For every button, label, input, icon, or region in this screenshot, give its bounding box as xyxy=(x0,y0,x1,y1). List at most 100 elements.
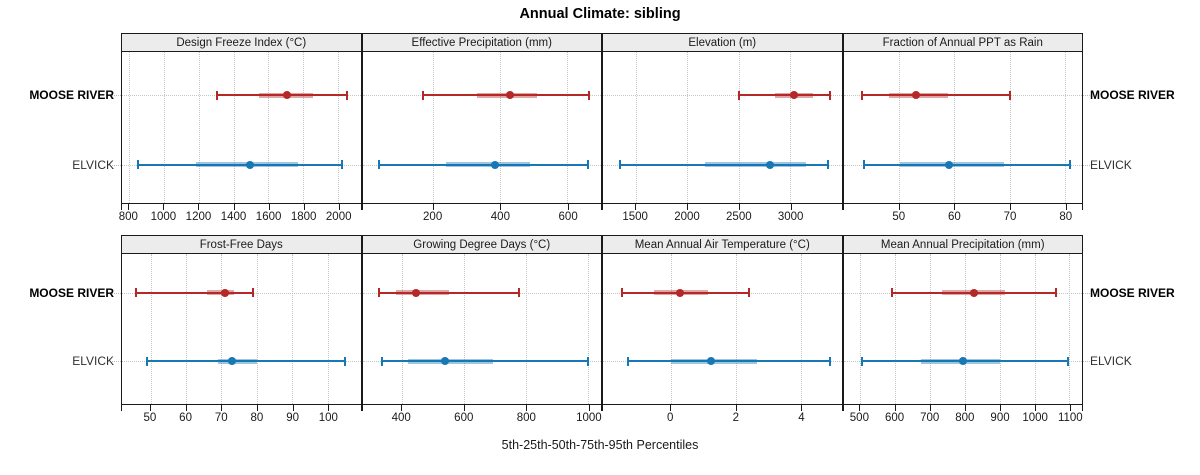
gridline-vertical xyxy=(268,52,270,203)
whisker-cap xyxy=(344,356,347,366)
axis-tick xyxy=(738,204,740,210)
panel-elevation-m xyxy=(602,52,843,204)
panel-row-1: Frost-Free Days Growing Degree Days (°C) M… xyxy=(0,235,1200,432)
panel-row-0: Design Freeze Index (°C) Effective Precip… xyxy=(0,33,1200,235)
whisker-cap xyxy=(381,356,384,366)
axis-tick xyxy=(635,204,637,210)
axis-tick xyxy=(526,405,528,411)
axis-tick xyxy=(1065,204,1067,210)
gridline-vertical xyxy=(433,52,435,203)
x-axis-design-freeze-index-c: 800 1000 1200 1400 1600 1800 2000 xyxy=(119,204,362,235)
axis-tick xyxy=(432,204,434,210)
axis-edge-tick xyxy=(361,405,363,411)
axis-tick-label: 90 xyxy=(286,412,300,424)
axis-tick-label: 600 xyxy=(558,211,578,223)
axis-tick-label: 1000 xyxy=(576,412,602,424)
group-label-moose-river: MOOSE RIVER xyxy=(1090,88,1175,102)
gridline-connector xyxy=(112,293,121,294)
gridline-vertical xyxy=(1064,52,1066,203)
whisker-cap xyxy=(378,160,381,170)
axis-tick-label: 80 xyxy=(1059,211,1073,223)
axis-tick xyxy=(268,204,270,210)
axis-tick xyxy=(670,405,672,411)
gridline-vertical xyxy=(895,254,897,404)
whisker-cap xyxy=(1066,356,1069,366)
interval-5-95-elvick xyxy=(628,360,831,363)
axis-tick-label: 2500 xyxy=(726,211,752,223)
median-dot-elvick xyxy=(246,160,255,169)
axis-tick xyxy=(1000,405,1002,411)
axis-tick-label: 100 xyxy=(318,412,338,424)
axis-tick-label: 1400 xyxy=(220,211,247,223)
axis-edge-tick xyxy=(602,204,603,210)
axis-edge-tick xyxy=(1082,204,1083,210)
panel-design-freeze-index-c xyxy=(121,52,362,204)
whisker-cap xyxy=(588,90,591,100)
panel-mean-annual-air-temperature-c xyxy=(602,254,843,405)
axis-tick xyxy=(964,405,966,411)
axis-spacer xyxy=(1083,405,1200,432)
interval-25-75-elvick xyxy=(704,162,806,168)
strip-title: Fraction of Annual PPT as Rain xyxy=(882,36,1043,49)
axis-edge-tick xyxy=(361,204,363,210)
panel-effective-precipitation-mm xyxy=(361,52,602,204)
interval-5-95-elvick xyxy=(382,360,588,363)
axis-tick xyxy=(233,204,235,210)
strip-spacer xyxy=(0,235,121,254)
axis-tick xyxy=(929,405,931,411)
gridline-vertical xyxy=(670,254,672,404)
gridline-vertical xyxy=(525,254,527,404)
axis-tick-label: 500 xyxy=(849,412,869,424)
x-axis-mean-annual-air-temperature-c: 0 2 4 xyxy=(602,405,843,432)
axis-tick-label: 1000 xyxy=(1022,412,1048,424)
axis-tick-label: 2000 xyxy=(325,211,352,223)
gridline-connector xyxy=(1083,293,1092,294)
interval-5-95-moose-river xyxy=(378,291,519,294)
gridline-vertical xyxy=(292,254,294,404)
axis-tick xyxy=(1070,405,1072,411)
axis-tick xyxy=(338,204,340,210)
chart-title: Annual Climate: sibling xyxy=(519,6,681,22)
axis-tick-label: 200 xyxy=(423,211,443,223)
axis-edge-tick xyxy=(841,204,843,210)
gridline-connector xyxy=(112,95,121,96)
whisker-cap xyxy=(747,288,750,298)
strip-growing-degree-days-c: Growing Degree Days (°C) xyxy=(361,235,602,254)
axis-spacer xyxy=(0,405,121,432)
axis-tick xyxy=(163,204,165,210)
gridline-connector xyxy=(112,361,121,363)
axis-tick-label: 1500 xyxy=(622,211,648,223)
interval-5-95-elvick xyxy=(863,163,1071,166)
axis-edge-tick xyxy=(121,405,122,411)
group-label-elvick: ELVICK xyxy=(1090,157,1132,172)
axis-tick xyxy=(463,405,465,411)
axis-tick-label: 60 xyxy=(947,211,961,223)
group-labels-left: MOOSE RIVER ELVICK xyxy=(0,254,121,405)
panel-growing-degree-days-c xyxy=(361,254,602,405)
gridline-vertical xyxy=(687,52,689,203)
axis-tick-label: 900 xyxy=(990,412,1010,424)
gridline-vertical xyxy=(954,52,956,203)
axis-tick-label: 2 xyxy=(732,412,740,424)
median-dot-elvick xyxy=(944,160,953,169)
gridline-horizontal xyxy=(603,95,842,96)
whisker-cap xyxy=(345,90,348,100)
axis-tick xyxy=(801,405,803,411)
median-dot-elvick xyxy=(491,160,500,169)
whisker-cap xyxy=(860,90,863,100)
gridline-vertical xyxy=(800,254,802,404)
group-labels-left: MOOSE RIVER ELVICK xyxy=(0,52,121,204)
axis-spacer xyxy=(0,204,121,235)
whisker-cap xyxy=(341,160,344,170)
gridline-vertical xyxy=(964,254,966,404)
whisker-cap xyxy=(627,356,630,366)
axis-tick xyxy=(256,405,258,411)
whisker-cap xyxy=(862,160,865,170)
gridline-vertical xyxy=(221,254,223,404)
axis-tick xyxy=(859,405,861,411)
axis-tick xyxy=(735,405,737,411)
panel-frost-free-days xyxy=(121,254,362,405)
group-label-moose-river: MOOSE RIVER xyxy=(1090,286,1175,300)
group-label-moose-river: MOOSE RIVER xyxy=(29,88,114,102)
